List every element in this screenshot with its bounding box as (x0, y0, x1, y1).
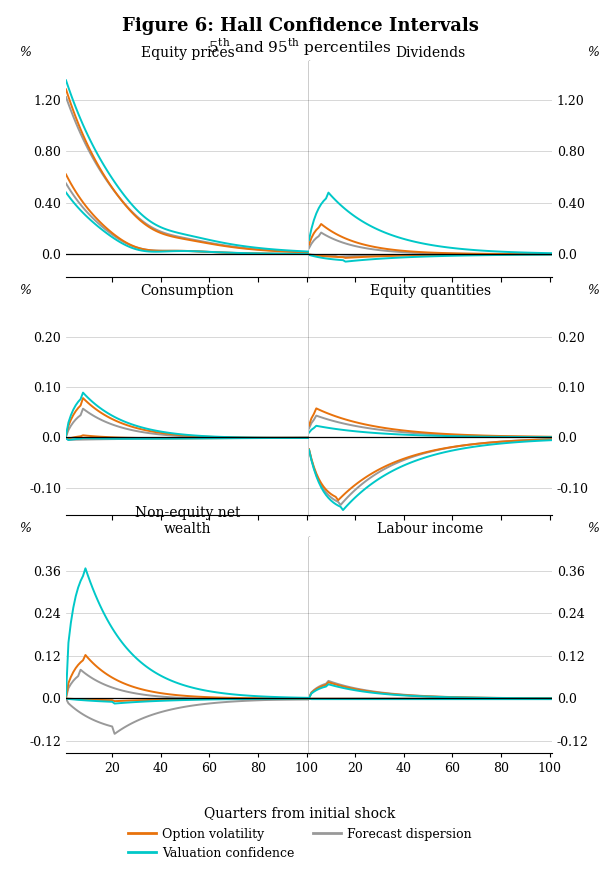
Text: %: % (587, 522, 599, 535)
Title: Consumption: Consumption (140, 284, 235, 298)
Title: Equity quantities: Equity quantities (370, 284, 491, 298)
Text: %: % (19, 46, 31, 59)
Text: %: % (19, 522, 31, 535)
Text: %: % (587, 46, 599, 59)
Text: Figure 6: Hall Confidence Intervals: Figure 6: Hall Confidence Intervals (122, 17, 478, 36)
Title: Labour income: Labour income (377, 522, 484, 536)
Text: 5$^{\mathregular{th}}$ and 95$^{\mathregular{th}}$ percentiles: 5$^{\mathregular{th}}$ and 95$^{\mathreg… (208, 37, 392, 58)
Legend: Option volatility, Valuation confidence, Forecast dispersion: Option volatility, Valuation confidence,… (124, 822, 476, 865)
Text: %: % (587, 284, 599, 297)
Text: Quarters from initial shock: Quarters from initial shock (205, 806, 395, 820)
Title: Dividends: Dividends (395, 46, 466, 60)
Text: %: % (19, 284, 31, 297)
Title: Non-equity net
wealth: Non-equity net wealth (135, 506, 240, 536)
Title: Equity prices: Equity prices (140, 46, 235, 60)
